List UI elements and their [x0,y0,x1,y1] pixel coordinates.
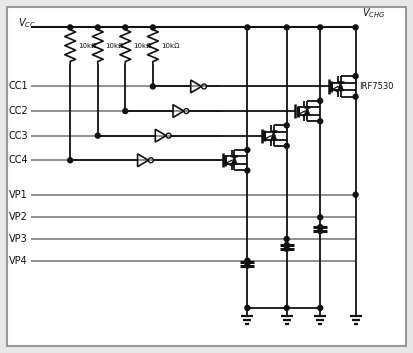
Polygon shape [231,156,237,164]
Text: 10kΩ: 10kΩ [133,43,152,49]
Circle shape [284,123,289,128]
Circle shape [123,109,128,114]
Text: VP2: VP2 [9,213,28,222]
Circle shape [245,25,250,30]
Circle shape [318,215,323,220]
Text: CC4: CC4 [8,155,28,165]
Text: 10kΩ: 10kΩ [106,43,124,49]
Polygon shape [271,131,277,140]
Text: VP1: VP1 [9,190,28,200]
Circle shape [245,168,250,173]
Text: 10kΩ: 10kΩ [161,43,179,49]
Circle shape [318,98,323,103]
Circle shape [68,158,73,163]
Text: VP4: VP4 [9,256,28,266]
Circle shape [150,84,155,89]
Text: VP3: VP3 [9,234,28,244]
Circle shape [284,237,289,241]
Text: $V_{CC}$: $V_{CC}$ [18,17,36,30]
Circle shape [245,259,250,264]
FancyBboxPatch shape [7,7,406,346]
Circle shape [284,305,289,310]
Circle shape [353,74,358,79]
Polygon shape [337,82,344,91]
Circle shape [318,229,323,234]
Text: IRF7530: IRF7530 [360,82,394,91]
Text: CC3: CC3 [8,131,28,140]
Text: $V_{CHG}$: $V_{CHG}$ [361,7,385,20]
Circle shape [95,25,100,30]
Polygon shape [304,107,310,115]
Circle shape [318,119,323,124]
Circle shape [353,94,358,99]
Circle shape [245,148,250,152]
Circle shape [318,25,323,30]
Circle shape [318,305,323,310]
Circle shape [353,25,358,30]
Circle shape [245,258,250,263]
Circle shape [245,263,250,268]
Circle shape [68,25,73,30]
Circle shape [150,25,155,30]
Circle shape [284,25,289,30]
Circle shape [95,133,100,138]
Circle shape [284,243,289,247]
Circle shape [284,246,289,251]
Circle shape [123,25,128,30]
Text: CC2: CC2 [8,106,28,116]
Circle shape [353,192,358,197]
Circle shape [245,305,250,310]
Text: CC1: CC1 [8,82,28,91]
Circle shape [284,143,289,148]
Circle shape [318,225,323,230]
Text: 10kΩ: 10kΩ [78,43,97,49]
